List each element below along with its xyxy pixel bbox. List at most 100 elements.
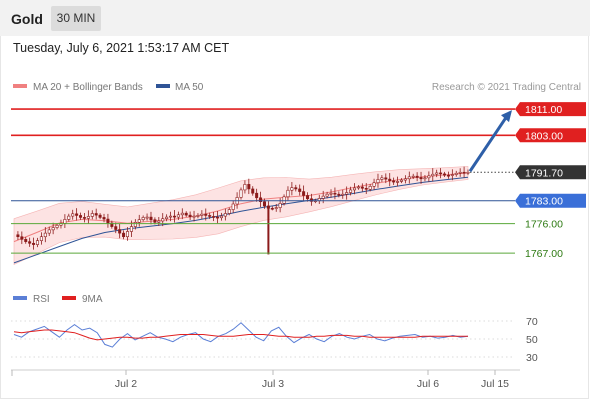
candle-body: [137, 219, 141, 223]
candle-body: [290, 187, 294, 191]
candle-body: [439, 172, 443, 175]
level-label-1783.00: 1783.00: [525, 196, 563, 208]
candle-body: [145, 216, 149, 219]
candle-body: [106, 218, 110, 224]
forecast-arrow-shaft: [468, 115, 509, 173]
candle-body: [356, 186, 360, 189]
candle-body: [208, 215, 212, 217]
candle-body: [75, 213, 79, 216]
candle-body: [79, 215, 83, 218]
candle-body: [368, 186, 372, 190]
rsi-ma-legend-label: 9MA: [82, 294, 103, 305]
candle-body: [298, 188, 302, 192]
candle-body: [349, 189, 353, 193]
candle-body: [403, 178, 407, 181]
candle-body: [153, 219, 157, 223]
candle-body: [47, 229, 51, 234]
ma50-line: [13, 176, 469, 264]
candle-body: [309, 198, 313, 202]
candles: [16, 166, 470, 255]
rsi-ma-legend-swatch: [62, 296, 76, 300]
candle-body: [427, 175, 431, 179]
rsi-tick-70: 70: [526, 316, 538, 328]
candle-body: [39, 236, 43, 241]
rsi-lines: [13, 322, 469, 348]
candle-body: [102, 217, 106, 220]
price-levels: 1811.00 1803.00 1791.70 1783.00 1776.00 1767.…: [11, 102, 586, 260]
ma50-legend-swatch: [156, 84, 170, 88]
candle-body: [321, 195, 325, 199]
candle-body: [180, 212, 184, 216]
candle-body: [388, 178, 392, 182]
candle-body: [86, 216, 90, 219]
candle-body: [360, 186, 364, 189]
candle-body: [411, 175, 415, 178]
candle-body: [454, 172, 458, 175]
ma50-legend-label: MA 50: [175, 82, 204, 93]
level-tag-1803.00: [515, 128, 586, 143]
candle-body: [98, 214, 102, 218]
rsi-ma-line: [13, 329, 468, 341]
level-label-1811.00: 1811.00: [525, 104, 562, 116]
candle-body: [396, 181, 400, 183]
candle-body: [255, 192, 259, 199]
candle-body: [243, 184, 247, 191]
candle-body: [67, 215, 71, 220]
forecast-arrow: [468, 110, 512, 173]
candle-body: [71, 213, 75, 217]
candle-body: [32, 242, 36, 245]
rsi-grid: 70 50 30: [11, 316, 538, 364]
candle-body: [43, 232, 47, 238]
candle-body: [231, 203, 235, 210]
candle-body: [333, 192, 337, 195]
candle-body: [63, 219, 67, 224]
candle-body: [337, 193, 341, 196]
candle-body: [443, 173, 447, 176]
candle-body: [286, 189, 290, 198]
candle-body: [35, 240, 39, 245]
candle-body: [157, 220, 161, 223]
timeframe-tab[interactable]: 30 MIN: [51, 6, 101, 31]
candle-body: [380, 177, 384, 180]
candle-body: [94, 213, 98, 216]
candle-body: [423, 177, 427, 180]
candle-body: [462, 171, 466, 174]
x-tick-label: Jul 15: [481, 378, 509, 390]
candle-body: [329, 192, 333, 195]
forecast-arrow-head: [501, 110, 512, 123]
candle-body: [219, 215, 223, 219]
candle-body: [278, 203, 282, 208]
rsi-legend-label: RSI: [33, 294, 50, 305]
candle-body: [306, 195, 310, 200]
candle-body: [165, 216, 169, 220]
instrument-title: Gold: [11, 11, 43, 27]
candle-body: [247, 184, 251, 190]
x-tick-label: Jul 3: [262, 378, 284, 390]
candle-body: [251, 188, 255, 194]
candle-body: [282, 196, 286, 204]
candle-body: [55, 224, 59, 228]
candle-body: [176, 214, 180, 218]
x-tick-label: Jul 2: [115, 378, 137, 390]
candle-body: [114, 226, 118, 230]
candle-body: [384, 177, 388, 180]
level-label-1803.00: 1803.00: [525, 130, 563, 142]
header-bar: Gold 30 MIN: [0, 0, 590, 36]
candle-body: [51, 227, 55, 231]
candle-body: [392, 180, 396, 183]
candle-body: [223, 213, 227, 217]
candle-body: [294, 187, 298, 190]
candle-body: [212, 216, 216, 218]
bollinger-band-area: [13, 166, 469, 265]
candle-body: [169, 215, 173, 218]
level-label-1767.00: 1767.00: [525, 248, 563, 260]
rsi-line: [13, 322, 469, 348]
candle-body: [341, 193, 345, 196]
candle-body: [302, 191, 306, 196]
candle-body: [376, 179, 380, 184]
candle-body: [133, 222, 137, 227]
level-tag-1811.00: [515, 102, 586, 117]
candle-body: [200, 213, 204, 216]
candle-body: [446, 174, 450, 177]
